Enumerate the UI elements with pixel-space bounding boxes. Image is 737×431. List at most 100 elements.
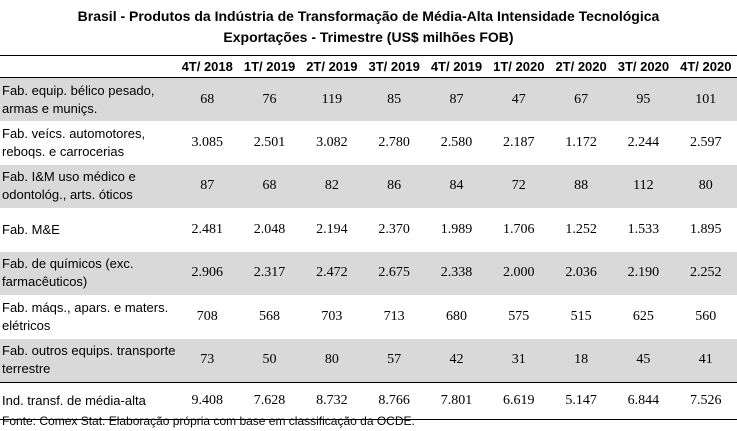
cell-value: 5.147: [565, 392, 597, 408]
cell-value: 568: [259, 308, 281, 324]
cell-value: 80: [324, 352, 339, 367]
cell-value: 6.844: [627, 392, 660, 408]
header-blank: [0, 56, 176, 78]
cell-value: 45: [636, 352, 651, 367]
source-note: Fonte: Comex Stat. Elaboração própria co…: [2, 414, 415, 428]
cell-value: 18: [574, 352, 589, 367]
cell-value: 1.533: [627, 221, 660, 237]
cell-value: 7.628: [253, 392, 286, 408]
table-row: Fab. veícs. automotores, reboqs. e carro…: [0, 121, 737, 165]
cell-value: 1.172: [565, 134, 597, 150]
cell-value: 3.082: [316, 134, 348, 150]
table-row: Fab. M&E 2.481 2.048 2.194 2.370 1.989 1.706 1.…: [0, 208, 737, 252]
cell-value: 2.501: [253, 134, 286, 150]
cell-value: 2.048: [253, 221, 286, 237]
cell-value: 67: [574, 91, 589, 107]
cell-value: 68: [200, 91, 215, 107]
row-label: Fab. I&M uso médico e odontológ., arts. …: [2, 169, 136, 203]
cell-value: 80: [698, 178, 713, 194]
column-header: 4T/ 2019: [430, 59, 483, 74]
cell-value: 3.085: [191, 134, 223, 150]
table-title: Brasil - Produtos da Indústria de Transf…: [77, 8, 660, 24]
total-row: Ind. transf. de média-alta 9.408 7.628 8.73…: [0, 382, 737, 419]
cell-value: 2.597: [690, 134, 722, 150]
cell-value: 95: [636, 91, 651, 107]
cell-value: 1.252: [565, 221, 597, 237]
cell-value: 2.244: [627, 134, 660, 150]
table-row: Fab. máqs., apars. e maters. elétricos 70…: [0, 295, 737, 339]
row-label: Fab. M&E: [2, 221, 60, 237]
row-label: Fab. veícs. automotores, reboqs. e carro…: [2, 125, 146, 159]
cell-value: 1.895: [690, 221, 722, 237]
cell-value: 680: [445, 308, 467, 324]
column-header: 3T/ 2019: [368, 59, 420, 74]
cell-value: 68: [262, 178, 277, 194]
cell-value: 42: [449, 352, 464, 367]
cell-value: 88: [574, 178, 589, 194]
cell-value: 2.481: [191, 221, 223, 237]
cell-value: 560: [695, 308, 717, 324]
cell-value: 2.000: [503, 265, 535, 281]
cell-value: 87: [200, 178, 215, 194]
cell-value: 2.252: [690, 265, 722, 281]
cell-value: 2.190: [627, 265, 660, 281]
row-label: Ind. transf. de média-alta: [2, 392, 146, 408]
cell-value: 1.706: [503, 221, 535, 237]
cell-value: 7.801: [440, 392, 473, 408]
header-row: 4T/ 2018 1T/ 2019 2T/ 2019 3T/ 2019 4T/ …: [0, 55, 737, 78]
cell-value: 713: [383, 308, 405, 324]
cell-value: 2.780: [378, 134, 410, 150]
cell-value: 2.472: [316, 265, 348, 281]
cell-value: 2.370: [378, 221, 410, 237]
cell-value: 708: [196, 308, 218, 324]
cell-value: 87: [449, 91, 464, 107]
cell-value: 2.906: [191, 265, 223, 281]
cell-value: 703: [321, 308, 343, 324]
cell-value: 47: [511, 91, 526, 107]
cell-value: 2.036: [565, 265, 597, 281]
cell-value: 112: [633, 178, 654, 194]
row-label: Fab. equip. bélico pesado, armas e muniç…: [2, 82, 155, 116]
column-header: 1T/ 2019: [243, 59, 296, 74]
column-header: 4T/ 2018: [181, 59, 233, 74]
column-header: 2T/ 2020: [555, 59, 607, 74]
cell-value: 9.408: [191, 392, 223, 408]
cell-value: 73: [200, 352, 215, 367]
table-row: Fab. de químicos (exc. farmacêuticos) 2.9…: [0, 251, 737, 295]
cell-value: 8.766: [378, 392, 410, 408]
cell-value: 86: [387, 178, 402, 194]
table-row: Fab. equip. bélico pesado, armas e muniç…: [0, 77, 737, 121]
cell-value: 2.194: [316, 221, 348, 237]
table-subtitle: Exportações - Trimestre (US$ milhões FOB…: [223, 29, 514, 45]
table-row: Fab. I&M uso médico e odontológ., arts. …: [0, 164, 737, 208]
cell-value: 84: [449, 178, 464, 194]
cell-value: 7.526: [690, 392, 722, 408]
row-label: Fab. de químicos (exc. farmacêuticos): [2, 256, 134, 290]
cell-value: 85: [387, 91, 402, 107]
column-header: 1T/ 2020: [493, 59, 545, 74]
cell-value: 41: [698, 352, 713, 367]
exports-table: 4T/ 2018 1T/ 2019 2T/ 2019 3T/ 2019 4T/ …: [0, 55, 737, 420]
cell-value: 2.675: [378, 265, 410, 281]
cell-value: 8.732: [316, 392, 348, 408]
cell-value: 57: [387, 352, 402, 367]
cell-value: 72: [511, 178, 526, 194]
cell-value: 515: [570, 308, 592, 324]
row-label: Fab. outros equips. transporte terrestre: [2, 343, 176, 376]
table-row: Fab. outros equips. transporte terrestre…: [0, 338, 737, 382]
column-header: 4T/ 2020: [680, 59, 732, 74]
cell-value: 2.580: [440, 134, 473, 150]
cell-value: 50: [262, 352, 277, 367]
cell-value: 2.317: [253, 265, 286, 281]
cell-value: 31: [511, 352, 526, 367]
cell-value: 119: [321, 91, 343, 107]
cell-value: 2.187: [503, 134, 535, 150]
cell-value: 2.338: [440, 265, 473, 281]
column-header: 2T/ 2019: [306, 59, 358, 74]
cell-value: 101: [695, 91, 717, 107]
column-header: 3T/ 2020: [617, 59, 670, 74]
cell-value: 76: [262, 91, 277, 107]
cell-value: 625: [632, 308, 654, 324]
cell-value: 1.989: [440, 221, 473, 237]
row-label: Fab. máqs., apars. e maters. elétricos: [2, 299, 169, 333]
